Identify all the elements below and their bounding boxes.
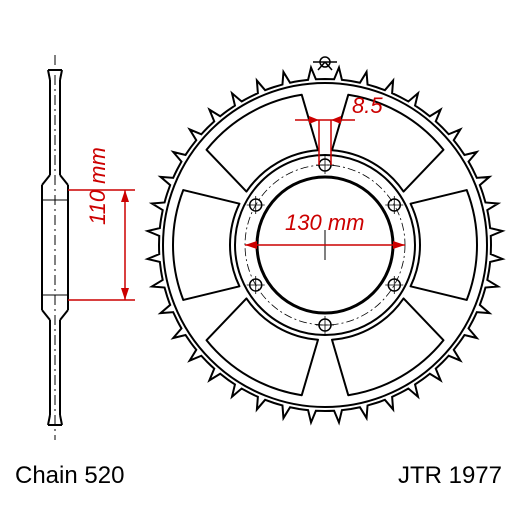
side-profile — [42, 55, 68, 440]
alignment-mark — [313, 57, 337, 70]
diagram-canvas: 110 mm 130 mm 8.5 Chain 520 JTR 1977 — [0, 0, 520, 520]
dim-label-110: 110 mm — [85, 147, 111, 225]
chain-spec-label: Chain 520 — [15, 462, 124, 490]
dim-label-8-5: 8.5 — [352, 93, 383, 119]
dim-label-130: 130 mm — [285, 210, 364, 236]
part-number-label: JTR 1977 — [398, 462, 502, 490]
sprocket-drawing — [0, 0, 520, 520]
